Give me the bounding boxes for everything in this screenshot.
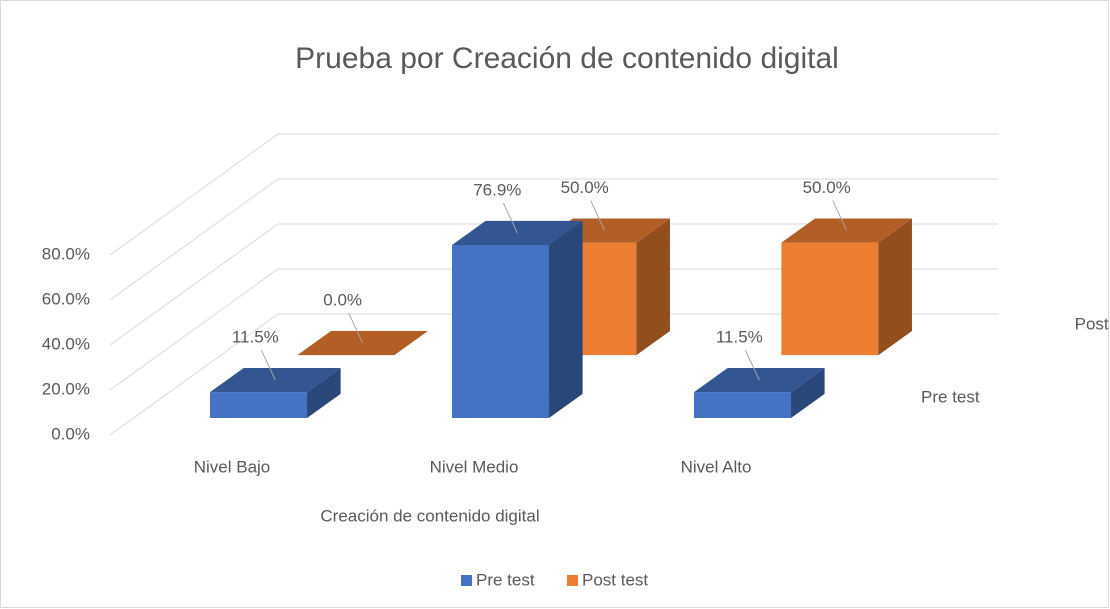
chart-title: Prueba por Creación de contenido digital [295, 42, 839, 75]
bar-side [549, 220, 583, 419]
bar-front [452, 245, 550, 419]
grid-line [109, 268, 998, 391]
x-tick-label: Nivel Bajo [194, 457, 271, 476]
bar-side [636, 218, 670, 356]
leader-line [832, 200, 848, 231]
data-label: 11.5% [232, 328, 279, 347]
bar-side [307, 367, 341, 419]
data-label: 50.0% [803, 178, 851, 197]
bar-side [878, 218, 912, 356]
bar-front [210, 392, 308, 419]
depth-label: Pre test [921, 387, 980, 406]
y-tick-label: 60.0% [42, 289, 90, 308]
bar-side [394, 330, 428, 356]
y-tick-label: 0.0% [51, 424, 90, 443]
grid-line [109, 133, 998, 256]
depth-label: Post test [1075, 315, 1110, 334]
y-tick-label: 40.0% [42, 334, 90, 353]
leader-line [348, 312, 364, 344]
x-tick-label: Nivel Alto [681, 457, 752, 476]
grid-line [109, 313, 998, 436]
leader-line [260, 349, 276, 381]
legend-swatch [567, 575, 578, 586]
bar-side [791, 367, 825, 419]
legend-label: Pre test [476, 570, 535, 589]
leader-line [590, 200, 606, 231]
x-axis-title: Creación de contenido digital [320, 506, 539, 525]
bar-front [781, 242, 879, 356]
data-label: 11.5% [716, 328, 763, 347]
leader-line [744, 349, 760, 381]
data-label: 76.9% [473, 180, 521, 199]
y-tick-label: 80.0% [42, 244, 90, 263]
legend-swatch [461, 575, 472, 586]
grid-line [109, 223, 998, 346]
y-tick-label: 20.0% [42, 379, 90, 398]
data-label: 50.0% [561, 178, 609, 197]
leader-line [502, 202, 518, 234]
legend-label: Post test [582, 570, 648, 589]
x-tick-label: Nivel Medio [430, 457, 519, 476]
data-label: 0.0% [323, 291, 362, 310]
bar-front [694, 392, 792, 419]
grid-line [109, 178, 998, 301]
bar-top [781, 218, 912, 243]
